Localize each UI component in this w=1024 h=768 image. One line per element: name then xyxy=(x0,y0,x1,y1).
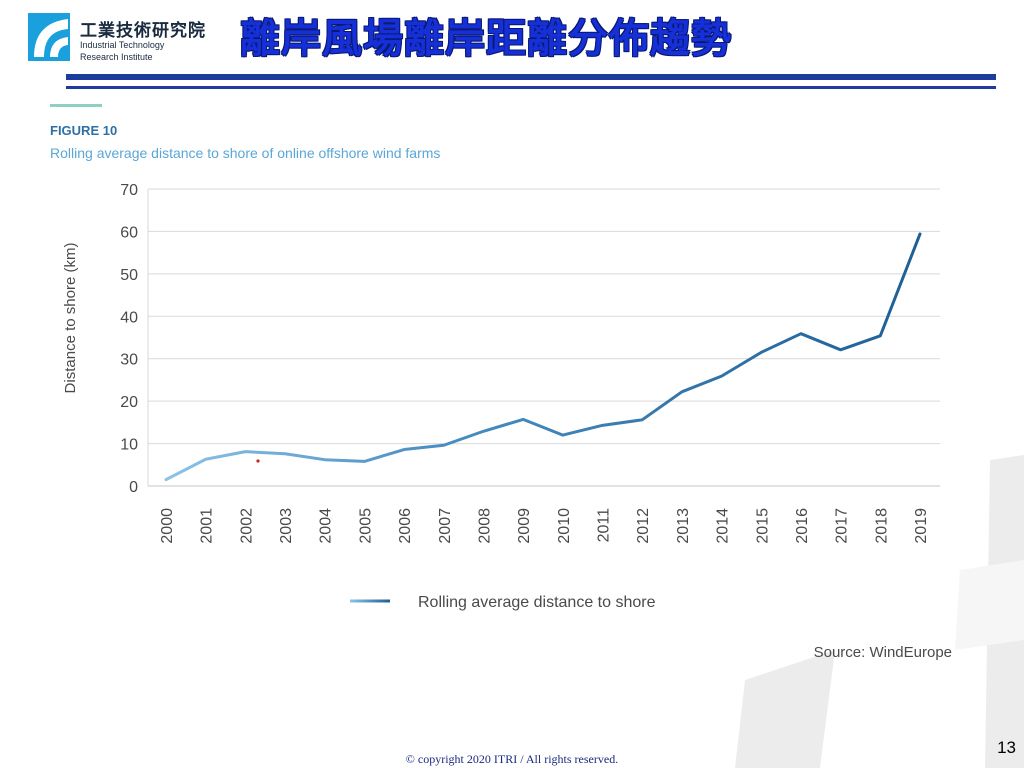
x-tick-label: 2001 xyxy=(199,508,216,544)
y-tick-label: 20 xyxy=(120,394,138,411)
x-tick-label: 2006 xyxy=(397,508,414,544)
y-tick-label: 0 xyxy=(129,479,138,496)
y-tick-label: 60 xyxy=(120,224,138,241)
x-tick-label: 2002 xyxy=(238,508,255,544)
x-tick-label: 2014 xyxy=(715,508,732,544)
y-tick-label: 70 xyxy=(120,182,138,199)
y-axis-ticks: 0 10 20 30 40 50 60 70 xyxy=(120,182,138,496)
page-number: 13 xyxy=(997,738,1016,757)
x-tick-label: 2016 xyxy=(794,508,811,544)
x-tick-label: 2011 xyxy=(596,508,613,543)
x-tick-label: 2005 xyxy=(357,508,374,544)
y-tick-label: 50 xyxy=(120,267,138,284)
y-tick-label: 10 xyxy=(120,437,138,454)
x-tick-label: 2008 xyxy=(476,508,493,544)
slide-title: 離岸風場離岸距離分佈趨勢 xyxy=(240,16,732,62)
x-tick-label: 2015 xyxy=(754,508,771,544)
x-tick-label: 2004 xyxy=(318,508,335,544)
x-tick-label: 2017 xyxy=(834,508,851,544)
logo-chinese-name: 工業技術研究院 xyxy=(80,21,206,41)
legend: Rolling average distance to shore xyxy=(350,594,656,611)
x-tick-label: 2009 xyxy=(516,508,533,544)
y-tick-label: 30 xyxy=(120,352,138,369)
x-tick-label: 2013 xyxy=(675,508,692,544)
x-tick-label: 2003 xyxy=(278,508,295,544)
figure-label: FIGURE 10 xyxy=(50,123,117,138)
x-tick-label: 2007 xyxy=(437,508,454,544)
copyright-notice: © copyright 2020 ITRI / All rights reser… xyxy=(405,752,619,766)
itri-logo: 工業技術研究院 Industrial Technology Research I… xyxy=(28,13,205,63)
x-tick-label: 2019 xyxy=(913,508,930,544)
source-note: Source: WindEurope xyxy=(814,644,952,661)
figure-caption: Rolling average distance to shore of onl… xyxy=(50,145,440,161)
grid-lines xyxy=(147,188,940,487)
figure-accent-bar xyxy=(50,104,102,107)
y-axis-label: Distance to shore (km) xyxy=(62,243,79,394)
x-tick-label: 2018 xyxy=(873,508,890,544)
logo-english-line-1: Industrial Technology xyxy=(80,40,165,50)
header-divider-thick xyxy=(66,74,996,80)
stray-red-dot xyxy=(256,459,260,463)
legend-label: Rolling average distance to shore xyxy=(418,594,656,611)
x-tick-label: 2012 xyxy=(635,508,652,544)
logo-english-line-2: Research Institute xyxy=(80,52,153,62)
series-layer xyxy=(164,232,922,482)
series-line-0 xyxy=(164,232,922,482)
x-axis-ticks: 2000 2001 2002 2003 2004 2005 2006 2007 2008 2009… xyxy=(159,508,930,544)
header-divider-thin xyxy=(66,86,996,89)
itri-logo-mark-icon xyxy=(28,13,70,61)
x-tick-label: 2000 xyxy=(159,508,176,544)
y-tick-label: 40 xyxy=(120,309,138,326)
x-tick-label: 2010 xyxy=(556,508,573,544)
